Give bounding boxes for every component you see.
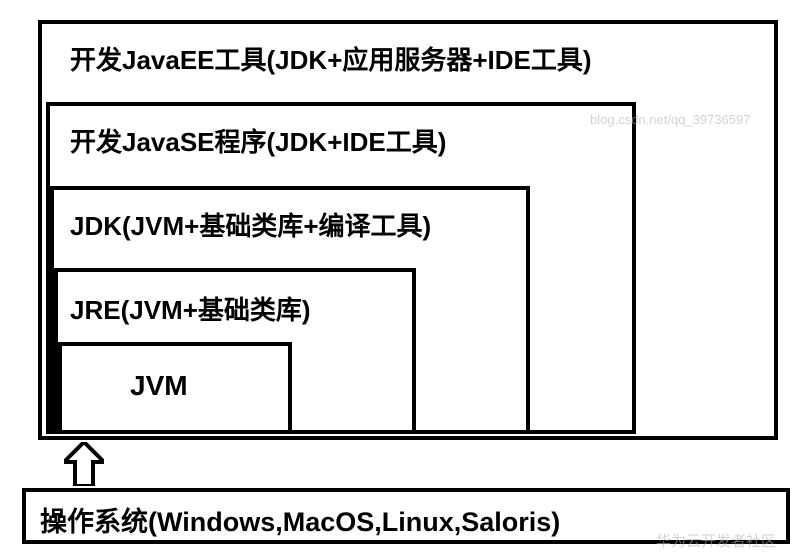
label-os: 操作系统(Windows,MacOS,Linux,Saloris) (40, 500, 560, 539)
label-javaee: 开发JavaEE工具(JDK+应用服务器+IDE工具) (70, 40, 592, 77)
label-jvm: JVM (130, 370, 188, 402)
watermark-huawei: 华为云开发者社区 (656, 530, 776, 551)
diagram-canvas: 开发JavaEE工具(JDK+应用服务器+IDE工具) 开发JavaSE程序(J… (0, 0, 808, 558)
label-jre: JRE(JVM+基础类库) (70, 290, 311, 327)
watermark-csdn: blog.csdn.net/qq_39736597 (590, 112, 750, 127)
label-javase: 开发JavaSE程序(JDK+IDE工具) (70, 122, 446, 159)
arrow-up-icon (64, 442, 104, 486)
label-jdk: JDK(JVM+基础类库+编译工具) (70, 206, 431, 243)
